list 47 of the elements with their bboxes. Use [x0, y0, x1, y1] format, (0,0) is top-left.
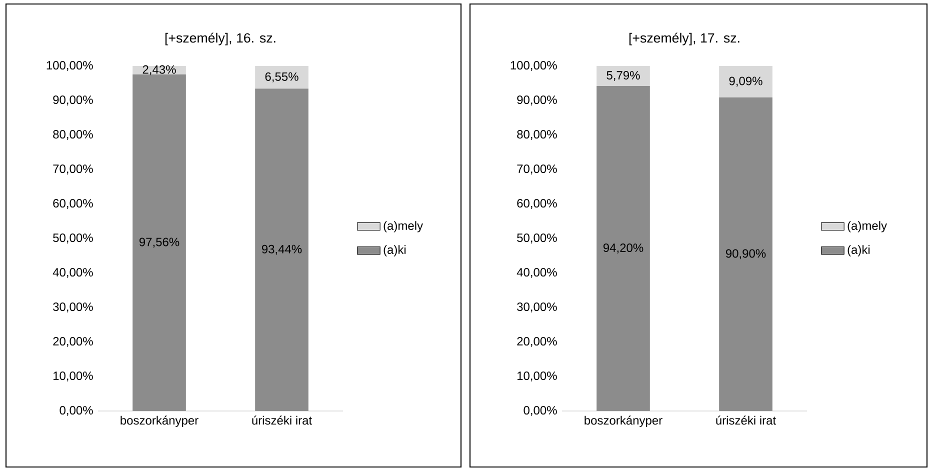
x-tick-label: úriszéki irat [716, 416, 776, 425]
data-label: 93,44% [262, 244, 302, 255]
chart-title: [+személy], 17. sz. [629, 32, 740, 46]
legend-label: (a)ki [384, 245, 406, 256]
x-tick-label: úriszéki irat [252, 416, 312, 425]
y-tick-label: 50,00% [517, 234, 557, 244]
chart-title: [+személy], 16. sz. [165, 32, 276, 46]
y-tick-label: 40,00% [52, 268, 93, 278]
y-tick-label: 90,00% [53, 96, 93, 106]
data-label: 2,43% [142, 65, 176, 76]
y-tick-label: 30,00% [53, 302, 93, 312]
y-tick-label: 70,00% [517, 164, 557, 174]
y-tick-label: 60,00% [53, 199, 93, 209]
legend-label: (a)mely [848, 221, 887, 232]
x-tick-label: boszorkányper [584, 416, 662, 428]
y-tick-label: 100,00% [510, 61, 557, 71]
y-tick-label: 10,00% [518, 372, 557, 382]
y-tick-label: 20,00% [517, 337, 557, 347]
data-label: 97,56% [139, 238, 180, 248]
y-tick-label: 20,00% [53, 337, 93, 347]
y-tick-label: 50,00% [53, 234, 93, 244]
y-tick-label: 40,00% [516, 268, 557, 278]
y-tick-label: 0,00% [524, 406, 557, 416]
y-tick-label: 70,00% [53, 164, 93, 174]
bar [255, 88, 308, 411]
y-tick-label: 100,00% [46, 61, 93, 71]
y-tick-label: 30,00% [517, 302, 557, 312]
data-label: 9,09% [729, 76, 762, 87]
y-tick-label: 80,00% [53, 130, 93, 140]
data-label: 94,20% [603, 244, 644, 254]
legend-label: (a)ki [848, 245, 870, 256]
data-label: 6,55% [265, 72, 298, 82]
bar [596, 86, 650, 411]
y-tick-label: 90,00% [517, 96, 557, 106]
x-tick-label: boszorkányper [120, 416, 198, 428]
bar [132, 74, 186, 411]
y-tick-label: 80,00% [517, 130, 557, 140]
data-label: 90,90% [726, 249, 766, 260]
bar [596, 66, 650, 86]
bar [719, 97, 772, 411]
legend-label: (a)mely [384, 221, 424, 232]
y-tick-label: 10,00% [54, 372, 93, 382]
data-label: 5,79% [606, 71, 640, 81]
bar [255, 66, 308, 89]
y-tick-label: 0,00% [60, 406, 93, 416]
bar [719, 66, 772, 98]
y-tick-label: 60,00% [517, 199, 557, 209]
